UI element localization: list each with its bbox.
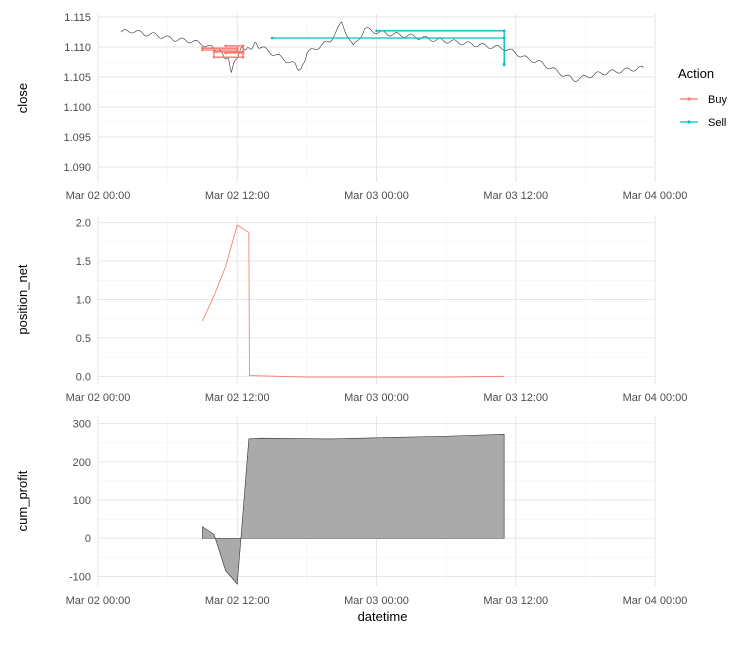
x-tick-label: Mar 03 12:00	[483, 190, 548, 202]
y-tick-label: 1.105	[63, 72, 91, 84]
trade-point-sell	[503, 30, 506, 33]
trade-point-buy	[236, 49, 239, 52]
trade-point-buy	[224, 52, 227, 55]
y-tick-label: 100	[73, 495, 91, 507]
y-tick-label: 2.0	[76, 218, 91, 230]
legend-label-sell: Sell	[708, 117, 726, 129]
x-tick-label: Mar 02 12:00	[205, 190, 270, 202]
trade-point-buy	[201, 47, 204, 50]
x-tick-label: Mar 03 12:00	[483, 595, 548, 607]
x-tick-label: Mar 04 00:00	[623, 190, 688, 202]
panel-position: 0.0 0.5 1.0 1.5 2.0 Mar 02 00:00 Mar 02 12:00 M…	[15, 215, 687, 404]
x-tick-label: Mar 03 00:00	[344, 595, 409, 607]
trade-point-buy	[242, 52, 245, 55]
trade-point-buy	[242, 56, 245, 59]
x-tick-label: Mar 02 00:00	[66, 595, 131, 607]
y-tick-label: 0.0	[76, 371, 91, 383]
y-tick-label: 1.095	[63, 132, 91, 144]
y-tick-label: 0	[85, 533, 91, 545]
trade-point-buy	[213, 56, 216, 59]
trade-point-buy	[242, 45, 245, 48]
y-tick-label: 1.5	[76, 256, 91, 268]
y-tick-label: 1.0	[76, 295, 91, 307]
x-tick-label: Mar 02 12:00	[205, 392, 270, 404]
x-tick-label: Mar 04 00:00	[623, 392, 688, 404]
panel-profit: -100 0 100 200 300 Mar 02 00:00 Mar 02 12:00 Ma…	[15, 416, 687, 624]
x-tick-label: Mar 03 12:00	[483, 392, 548, 404]
y-tick-label: 300	[73, 419, 91, 431]
y-tick-label: 200	[73, 457, 91, 469]
legend-key-point	[687, 97, 690, 100]
y-axis-label: cum_profit	[15, 470, 30, 531]
y-tick-label: 0.5	[76, 333, 91, 345]
trade-point-sell	[375, 30, 378, 33]
y-tick-label: 1.110	[64, 42, 91, 54]
position-series-line	[202, 225, 504, 377]
x-tick-label: Mar 02 00:00	[66, 392, 131, 404]
y-tick-label: -100	[69, 571, 91, 583]
trade-point-buy	[213, 51, 216, 54]
x-tick-label: Mar 03 00:00	[344, 392, 409, 404]
trade-point-buy	[224, 45, 227, 48]
trade-point-sell	[503, 63, 506, 66]
y-tick-label: 1.090	[63, 162, 91, 174]
x-tick-label: Mar 02 12:00	[205, 595, 270, 607]
y-axis-label: position_net	[15, 264, 30, 334]
panel-price: 1.090 1.095 1.100 1.105 1.110 1.115 Mar 02 00:…	[15, 12, 727, 202]
legend-label-buy: Buy	[708, 94, 727, 106]
y-tick-label: 1.115	[64, 12, 91, 24]
trade-point-sell	[271, 37, 274, 40]
y-axis-label: close	[15, 83, 30, 113]
x-axis-label: datetime	[358, 609, 408, 624]
legend: Action Buy Sell	[678, 66, 727, 129]
profit-area	[202, 434, 504, 584]
y-tick-label: 1.100	[63, 102, 91, 114]
x-tick-label: Mar 02 00:00	[66, 190, 131, 202]
x-tick-label: Mar 04 00:00	[623, 595, 688, 607]
x-tick-label: Mar 03 00:00	[344, 190, 409, 202]
legend-title: Action	[678, 66, 714, 81]
legend-key-point	[687, 120, 690, 123]
trade-line-buy	[202, 48, 237, 50]
